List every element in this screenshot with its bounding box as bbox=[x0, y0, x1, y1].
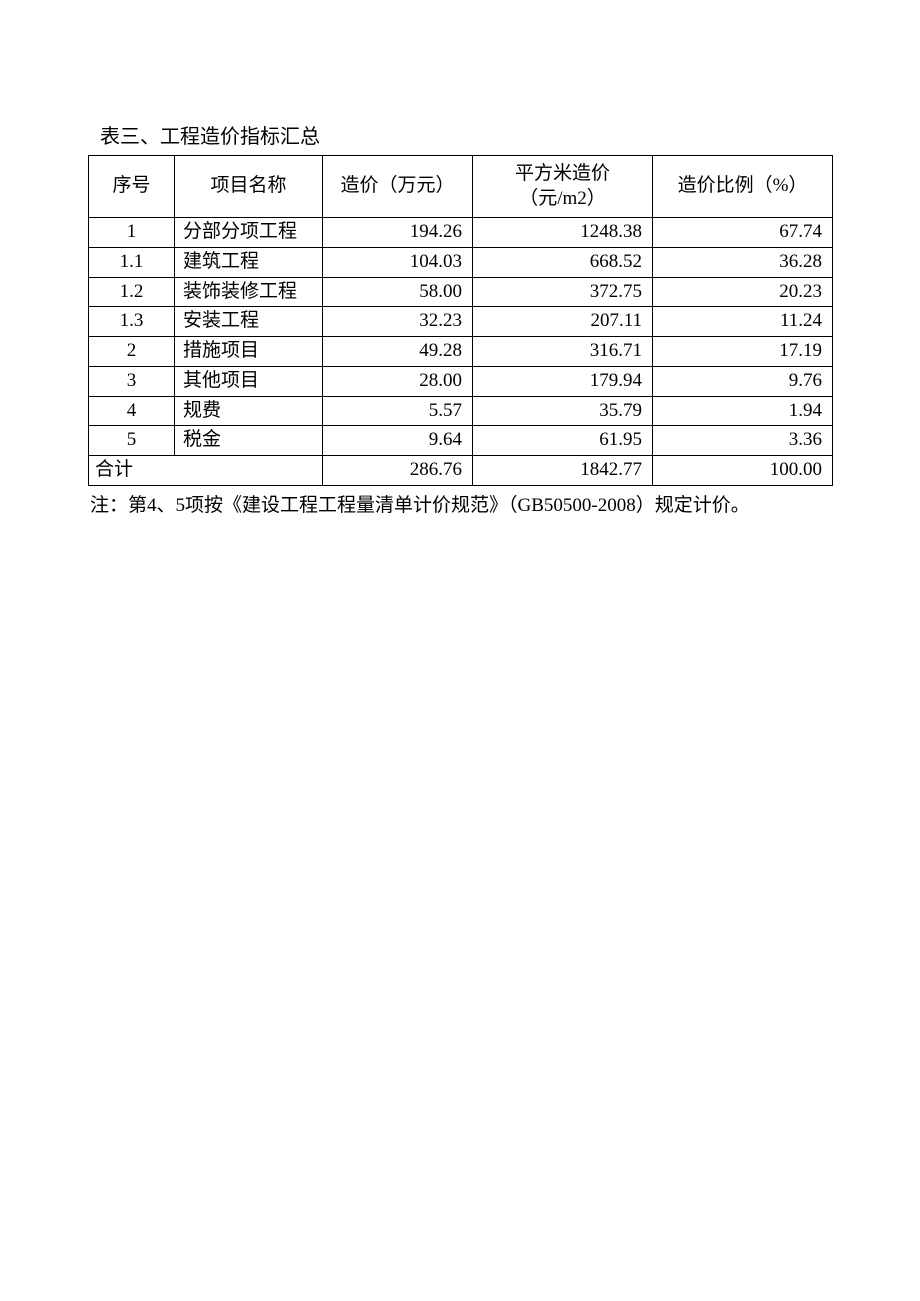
cell-ratio: 20.23 bbox=[653, 277, 833, 307]
cell-sqm: 316.71 bbox=[473, 337, 653, 367]
cell-seq: 4 bbox=[89, 396, 175, 426]
cell-cost: 58.00 bbox=[323, 277, 473, 307]
cell-seq: 3 bbox=[89, 366, 175, 396]
header-name: 项目名称 bbox=[175, 156, 323, 218]
cell-cost: 32.23 bbox=[323, 307, 473, 337]
table-footnote: 注：第4、5项按《建设工程工程量清单计价规范》（GB50500-2008）规定计… bbox=[88, 490, 832, 517]
header-cost: 造价（万元） bbox=[323, 156, 473, 218]
table-title: 表三、工程造价指标汇总 bbox=[88, 120, 832, 149]
total-sqm: 1842.77 bbox=[473, 455, 653, 485]
cell-cost: 28.00 bbox=[323, 366, 473, 396]
header-ratio: 造价比例（%） bbox=[653, 156, 833, 218]
cell-sqm: 207.11 bbox=[473, 307, 653, 337]
cell-sqm: 35.79 bbox=[473, 396, 653, 426]
table-row: 1.3 安装工程 32.23 207.11 11.24 bbox=[89, 307, 833, 337]
cell-cost: 9.64 bbox=[323, 426, 473, 456]
table-row: 1.1 建筑工程 104.03 668.52 36.28 bbox=[89, 248, 833, 278]
cell-sqm: 61.95 bbox=[473, 426, 653, 456]
table-total-row: 合计 286.76 1842.77 100.00 bbox=[89, 455, 833, 485]
cell-name: 建筑工程 bbox=[175, 248, 323, 278]
table-row: 3 其他项目 28.00 179.94 9.76 bbox=[89, 366, 833, 396]
cell-sqm: 668.52 bbox=[473, 248, 653, 278]
cell-ratio: 9.76 bbox=[653, 366, 833, 396]
header-seq: 序号 bbox=[89, 156, 175, 218]
cell-seq: 1.1 bbox=[89, 248, 175, 278]
cell-seq: 1.2 bbox=[89, 277, 175, 307]
cell-name: 其他项目 bbox=[175, 366, 323, 396]
table-body: 1 分部分项工程 194.26 1248.38 67.74 1.1 建筑工程 1… bbox=[89, 218, 833, 485]
cell-seq: 5 bbox=[89, 426, 175, 456]
cell-name: 措施项目 bbox=[175, 337, 323, 367]
table-row: 1.2 装饰装修工程 58.00 372.75 20.23 bbox=[89, 277, 833, 307]
cell-ratio: 17.19 bbox=[653, 337, 833, 367]
total-ratio: 100.00 bbox=[653, 455, 833, 485]
cell-cost: 49.28 bbox=[323, 337, 473, 367]
total-cost: 286.76 bbox=[323, 455, 473, 485]
cell-name: 税金 bbox=[175, 426, 323, 456]
cost-summary-table: 序号 项目名称 造价（万元） 平方米造价 （元/m2） 造价比例（%） 1 分部… bbox=[88, 155, 833, 486]
cell-sqm: 372.75 bbox=[473, 277, 653, 307]
cell-seq: 1.3 bbox=[89, 307, 175, 337]
table-row: 1 分部分项工程 194.26 1248.38 67.74 bbox=[89, 218, 833, 248]
total-label: 合计 bbox=[89, 455, 323, 485]
cell-sqm: 179.94 bbox=[473, 366, 653, 396]
table-row: 5 税金 9.64 61.95 3.36 bbox=[89, 426, 833, 456]
cell-seq: 1 bbox=[89, 218, 175, 248]
header-sqm-line2: （元/m2） bbox=[519, 188, 606, 209]
cell-cost: 104.03 bbox=[323, 248, 473, 278]
table-row: 4 规费 5.57 35.79 1.94 bbox=[89, 396, 833, 426]
header-sqm: 平方米造价 （元/m2） bbox=[473, 156, 653, 218]
cell-name: 规费 bbox=[175, 396, 323, 426]
cell-ratio: 3.36 bbox=[653, 426, 833, 456]
cell-name: 安装工程 bbox=[175, 307, 323, 337]
cell-cost: 194.26 bbox=[323, 218, 473, 248]
cell-name: 装饰装修工程 bbox=[175, 277, 323, 307]
cell-ratio: 11.24 bbox=[653, 307, 833, 337]
cell-ratio: 36.28 bbox=[653, 248, 833, 278]
cell-sqm: 1248.38 bbox=[473, 218, 653, 248]
table-row: 2 措施项目 49.28 316.71 17.19 bbox=[89, 337, 833, 367]
cell-cost: 5.57 bbox=[323, 396, 473, 426]
cell-ratio: 1.94 bbox=[653, 396, 833, 426]
cell-ratio: 67.74 bbox=[653, 218, 833, 248]
header-sqm-line1: 平方米造价 bbox=[515, 163, 610, 184]
table-header-row: 序号 项目名称 造价（万元） 平方米造价 （元/m2） 造价比例（%） bbox=[89, 156, 833, 218]
cell-seq: 2 bbox=[89, 337, 175, 367]
cell-name: 分部分项工程 bbox=[175, 218, 323, 248]
